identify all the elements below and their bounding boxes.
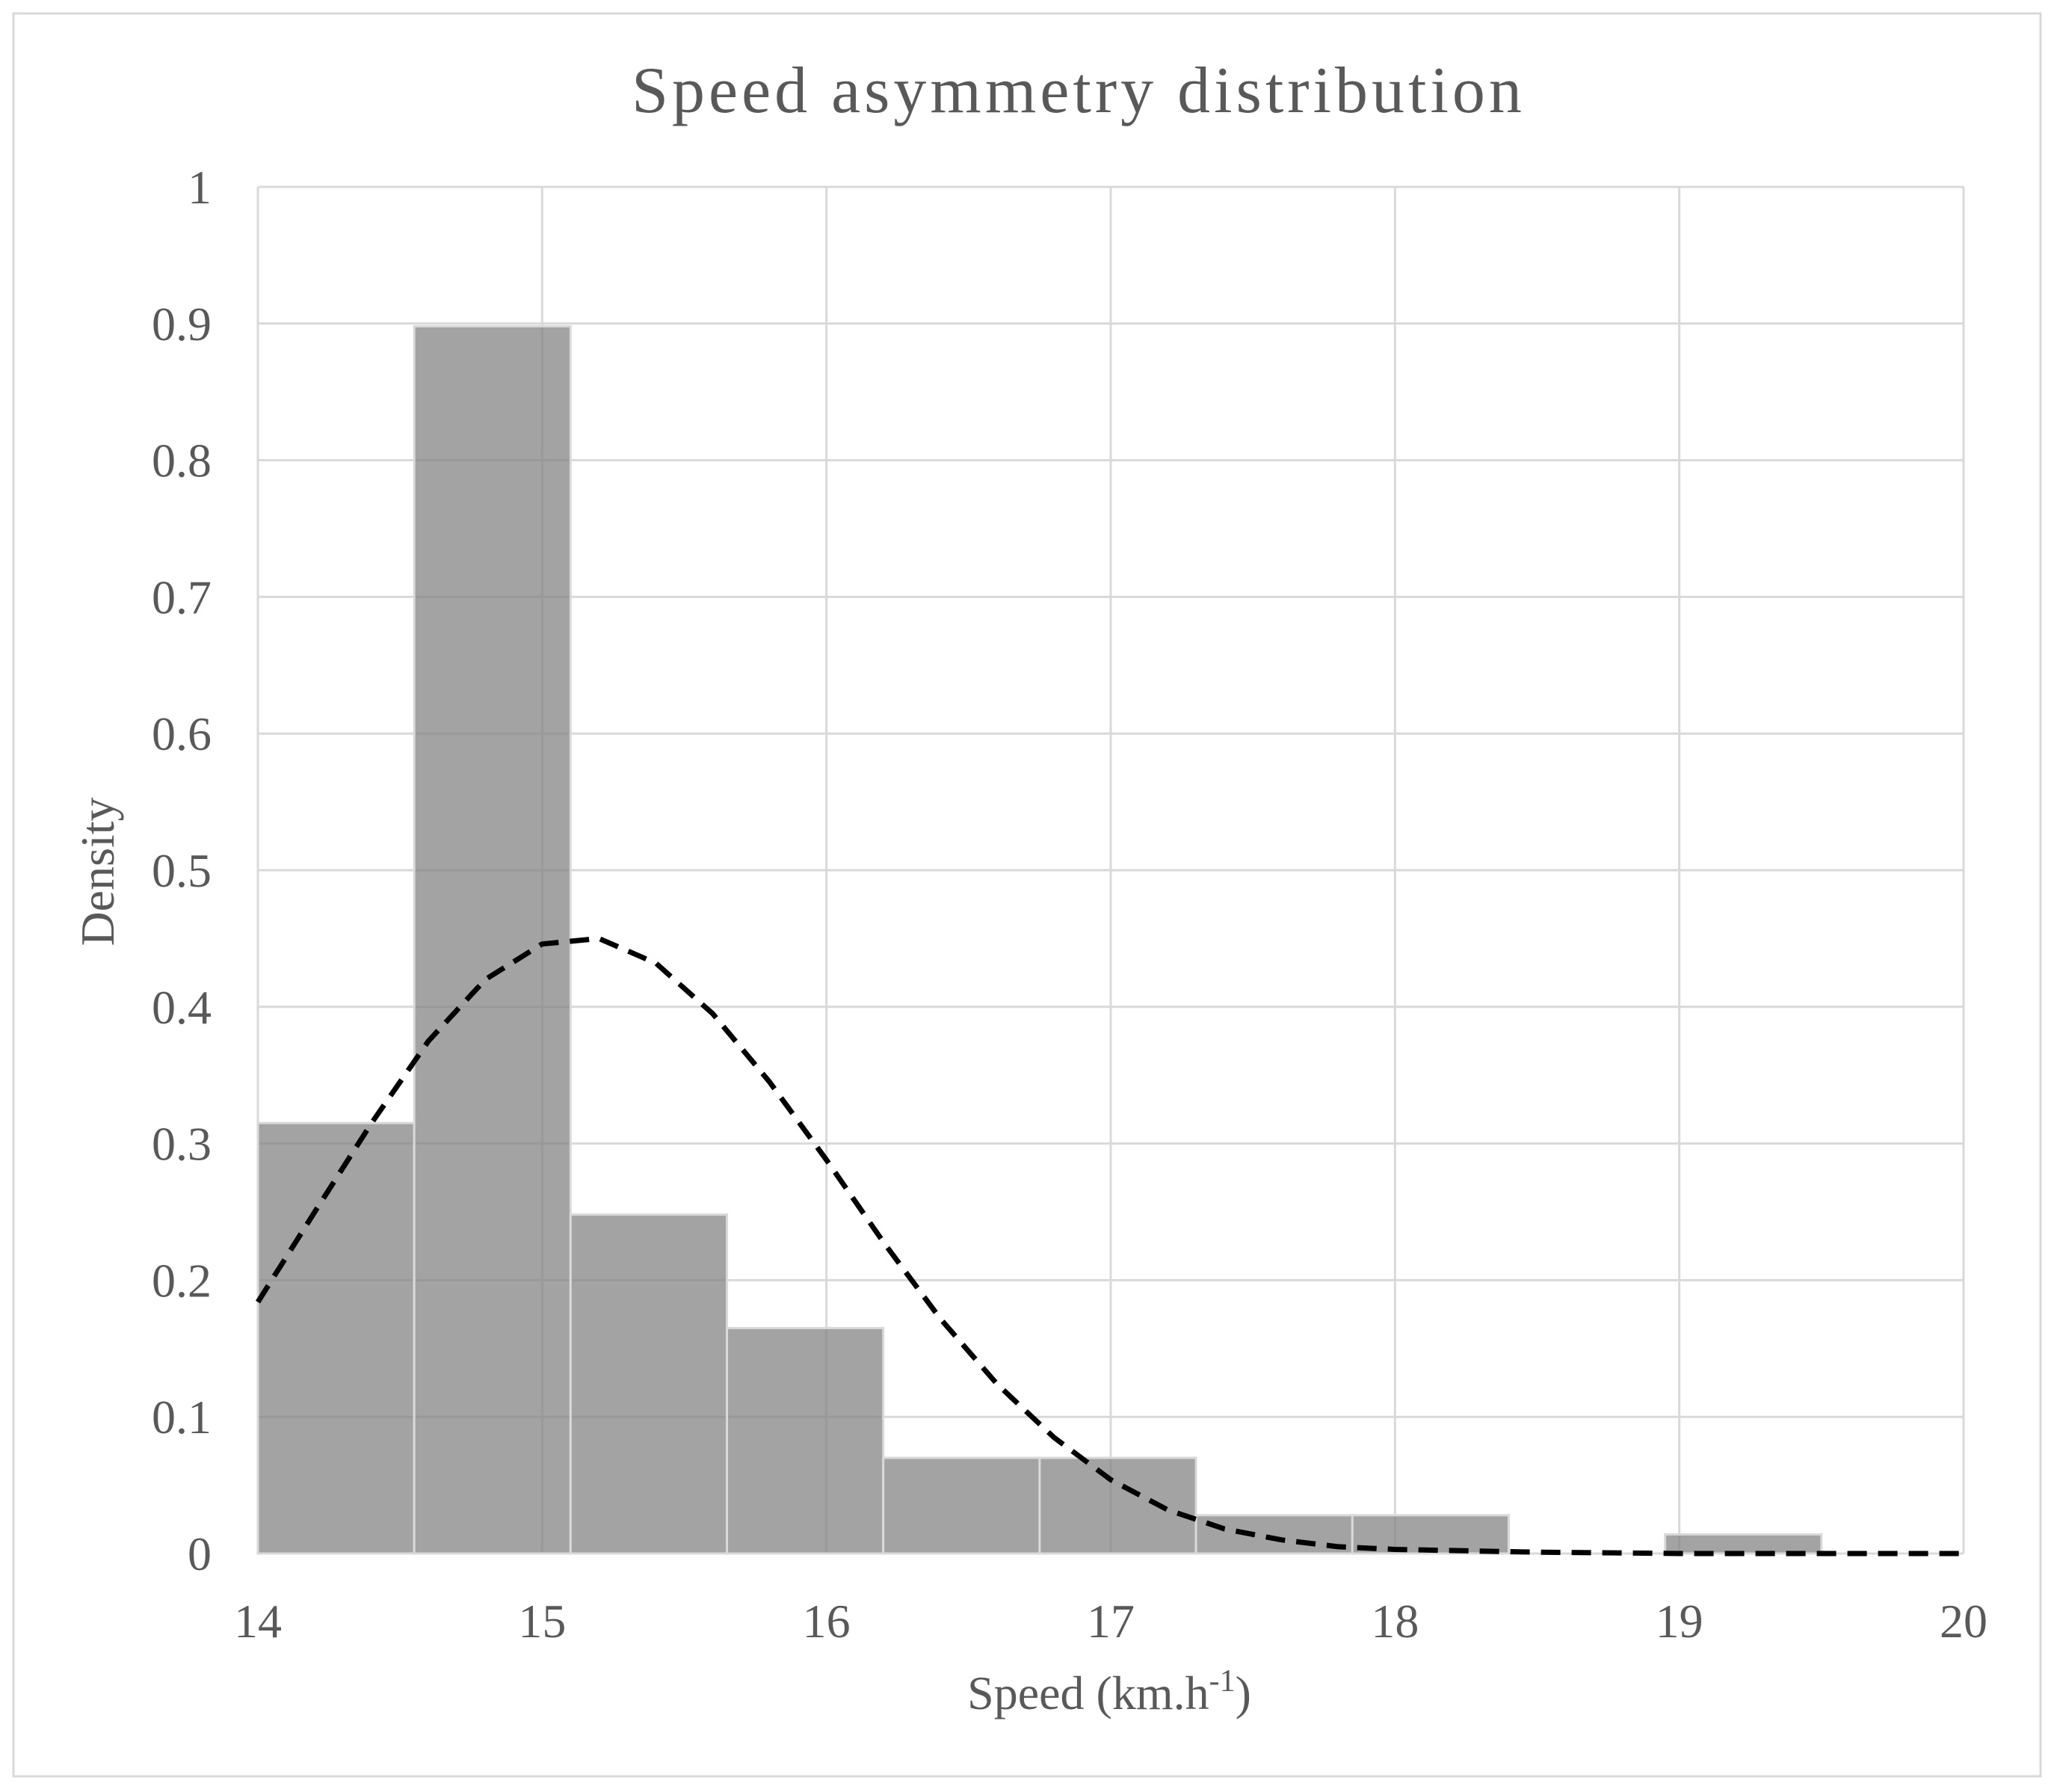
x-tick-label: 19 (1656, 1595, 1703, 1648)
x-axis-label-sup: -1 (1209, 1664, 1236, 1699)
x-tick-label: 20 (1940, 1595, 1987, 1648)
y-tick-label: 0.6 (152, 707, 212, 760)
y-tick-label: 0.2 (152, 1254, 212, 1307)
tick-layer: 0 0.1 0.2 0.3 0.4 0.5 0.6 0.7 0.8 0.9 1 14 15 16 17 18 1… (152, 161, 1987, 1648)
y-tick-label: 0.3 (152, 1118, 212, 1171)
y-tick-label: 0.7 (152, 570, 212, 623)
histogram-bar (726, 1326, 885, 1555)
histogram-bar (1038, 1456, 1197, 1555)
histogram-bar (569, 1213, 729, 1555)
density-curve (256, 935, 1964, 1557)
histogram-bar (882, 1456, 1041, 1555)
x-tick-label: 16 (803, 1595, 851, 1648)
x-tick-label: 14 (234, 1595, 282, 1648)
y-tick-label: 1 (188, 161, 212, 214)
chart-title: Speed asymmetry distribution (632, 55, 1526, 127)
x-axis-label: Speed (km.h-1) (967, 1664, 1251, 1719)
histogram-bar (1664, 1533, 1823, 1555)
x-tick-label: 18 (1371, 1595, 1419, 1648)
x-tick-label: 15 (518, 1595, 566, 1648)
y-tick-label: 0.5 (152, 844, 212, 897)
histogram-bar (1351, 1514, 1510, 1555)
x-axis-label-main: Speed (km.h (967, 1666, 1209, 1719)
x-axis-label-close: ) (1236, 1666, 1251, 1719)
y-tick-label: 0.4 (152, 981, 212, 1034)
y-axis-label: Density (71, 797, 124, 946)
y-tick-label: 0.9 (152, 298, 212, 351)
bar-layer (256, 324, 1823, 1555)
y-tick-label: 0.1 (152, 1391, 212, 1444)
histogram-bar (413, 324, 572, 1555)
curve-layer (256, 935, 1964, 1557)
y-tick-label: 0 (188, 1527, 212, 1580)
y-tick-label: 0.8 (152, 434, 212, 487)
histogram-bar (256, 1121, 416, 1555)
x-tick-label: 17 (1087, 1595, 1135, 1648)
histogram-bar (1194, 1514, 1354, 1555)
